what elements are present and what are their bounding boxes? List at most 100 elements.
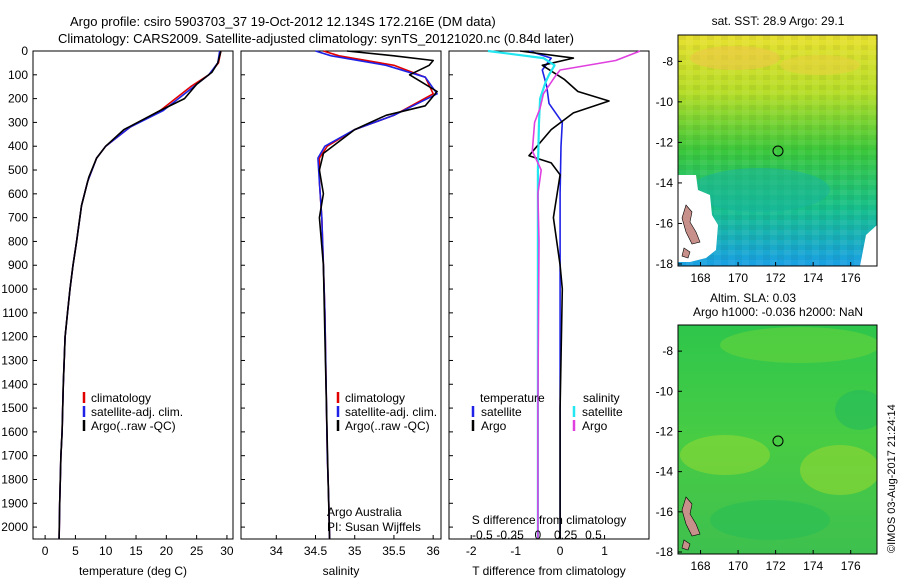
legend-salinity-heading: salinity — [583, 391, 620, 405]
legend-label-argo: Argo(..raw -QC) — [91, 419, 176, 433]
x-tick-label: 35.5 — [382, 544, 406, 558]
legend-label-satellite: satellite-adj. clim. — [345, 405, 437, 419]
lat-tick-label: -18 — [656, 545, 674, 559]
lat-tick-label: -16 — [656, 216, 674, 230]
sla-anomaly — [720, 327, 877, 363]
title-line-2: Climatology: CARS2009. Satellite-adjuste… — [58, 31, 574, 46]
series-line-satellite — [315, 50, 438, 540]
lon-tick-label: 170 — [728, 559, 748, 573]
legend-label-argo: Argo(..raw -QC) — [345, 419, 430, 433]
sst-map-frame — [677, 34, 878, 267]
warm-patch — [780, 55, 860, 75]
t-diff-tick-label: -1 — [510, 544, 521, 558]
lon-tick-label: 176 — [841, 271, 861, 285]
timestamp-label: ©IMOS 03-Aug-2017 21:24:14 — [886, 404, 898, 553]
depth-tick-label: 700 — [8, 211, 28, 225]
depth-tick-label: 900 — [8, 258, 28, 272]
depth-tick-label: 1100 — [2, 306, 28, 320]
argo-float-marker — [772, 145, 784, 157]
lon-tick-label: 176 — [841, 559, 861, 573]
salinity-legend: climatology satellite-adj. clim. Argo(..… — [327, 391, 437, 534]
sla-anomaly — [800, 445, 877, 495]
island — [681, 204, 701, 245]
lat-tick-label: -16 — [656, 505, 674, 519]
x-axes: 0 5 10 15 20 25 30 34 34.5 35 35.5 36 -2 -1 0 1 -0.5 -0.2… — [42, 528, 608, 558]
legend-label-t-satellite: satellite — [481, 405, 522, 419]
s-difference-axis-label: S difference from climatology — [472, 513, 627, 527]
legend-label-climatology: climatology — [91, 391, 151, 405]
lat-tick-label: -14 — [656, 465, 674, 479]
depth-tick-label: 2000 — [1, 520, 28, 534]
series-line-climatology — [318, 50, 435, 540]
temperature-legend: climatology satellite-adj. clim. Argo(..… — [82, 391, 183, 433]
island — [681, 496, 701, 537]
sla-anomaly — [680, 435, 770, 475]
difference-panel-frame — [448, 50, 650, 540]
difference-legend: temperature salinity satellite Argo sate… — [471, 391, 623, 433]
t-diff-tick-label: -2 — [466, 544, 477, 558]
depth-tick-label: 500 — [8, 163, 28, 177]
legend-label-s-argo: Argo — [582, 419, 608, 433]
temperature-axis-label: temperature (deg C) — [79, 564, 187, 578]
depth-axis: 0 100 200 300 400 500 600 700 800 900 1000 1100 1200… — [1, 44, 453, 534]
t-diff-tick-label: 0 — [557, 544, 564, 558]
x-tick-label: 0 — [42, 544, 49, 558]
land-mask — [860, 225, 877, 266]
argo-float-marker — [772, 435, 784, 447]
t-diff-argo-line — [519, 50, 610, 539]
lon-tick-label: 172 — [766, 559, 786, 573]
lat-tick-label: -8 — [662, 344, 673, 358]
depth-tick-label: 1600 — [1, 425, 28, 439]
lat-tick-label: -18 — [656, 257, 674, 271]
x-tick-label: 35 — [348, 544, 362, 558]
lon-tick-label: 168 — [691, 559, 711, 573]
x-tick-label: 15 — [129, 544, 143, 558]
cool-patch — [690, 168, 830, 212]
s-diff-tick-label: 0 — [535, 528, 542, 542]
lon-tick-label: 174 — [803, 559, 823, 573]
salinity-panel-frame — [240, 50, 442, 540]
island — [681, 247, 691, 259]
series-line-climatology — [58, 50, 222, 540]
lat-tick-label: -10 — [656, 95, 674, 109]
sla-anomaly — [835, 390, 877, 430]
series-line-argo — [58, 50, 222, 540]
x-tick-label: 36 — [426, 544, 440, 558]
island — [681, 539, 691, 551]
credit-line-1: Argo Australia — [327, 505, 402, 519]
s-diff-argo-line — [531, 50, 641, 539]
sla-map — [678, 325, 877, 554]
s-diff-tick-label: -0.25 — [496, 528, 524, 542]
depth-tick-label: 1900 — [1, 496, 28, 510]
depth-tick-label: 200 — [8, 92, 28, 106]
depth-tick-label: 600 — [8, 187, 28, 201]
depth-tick-label: 1800 — [1, 472, 28, 486]
depth-tick-label: 1400 — [1, 377, 28, 391]
sla-anomaly — [710, 500, 830, 540]
lon-tick-label: 172 — [766, 271, 786, 285]
sla-map-title-2: Argo h1000: -0.036 h2000: NaN — [693, 305, 863, 319]
x-tick-label: 20 — [160, 544, 174, 558]
depth-tick-label: 0 — [21, 44, 28, 58]
series-line-argo — [318, 50, 438, 540]
lat-tick-label: -8 — [662, 54, 673, 68]
profile-lines — [58, 49, 641, 540]
x-tick-label: 10 — [99, 544, 113, 558]
depth-tick-label: 1300 — [1, 353, 28, 367]
legend-label-climatology: climatology — [345, 391, 405, 405]
lat-tick-label: -10 — [656, 384, 674, 398]
sst-map-axes: -8 -10 -12 -14 -16 -18 168 170 172 174 176 — [656, 54, 861, 285]
credit-line-2: PI: Susan Wijffels — [327, 520, 421, 534]
x-tick-label: 25 — [190, 544, 204, 558]
s-diff-tick-label: -0.5 — [472, 528, 493, 542]
sla-map-frame — [677, 324, 878, 555]
t-diff-satellite-line — [528, 50, 564, 539]
salinity-axis-label: salinity — [323, 564, 360, 578]
lon-tick-label: 168 — [691, 271, 711, 285]
s-diff-satellite-line — [487, 49, 556, 539]
lat-tick-label: -14 — [656, 176, 674, 190]
t-difference-axis-label: T difference from climatology — [472, 564, 626, 578]
lon-tick-label: 174 — [803, 271, 823, 285]
depth-tick-label: 100 — [8, 68, 28, 82]
